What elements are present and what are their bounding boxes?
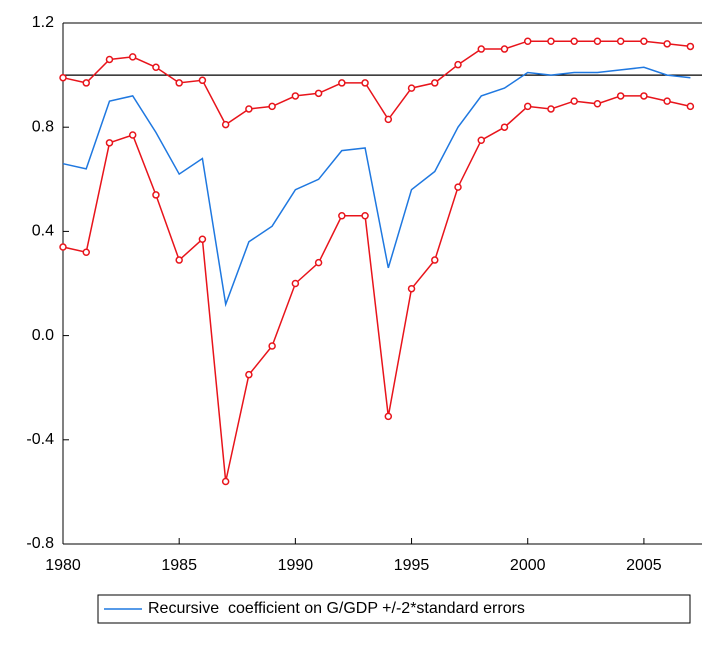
point — [593, 100, 602, 108]
point — [152, 63, 160, 72]
point — [338, 212, 346, 220]
x-tick-label: 2005 — [626, 557, 662, 574]
point — [570, 37, 578, 45]
point — [82, 79, 90, 87]
point — [616, 37, 625, 45]
point — [59, 73, 67, 82]
point — [175, 79, 183, 87]
point — [640, 92, 648, 100]
point — [198, 76, 207, 85]
point — [175, 256, 183, 264]
point — [686, 42, 695, 51]
y-tick-label: -0.4 — [26, 431, 54, 448]
point — [361, 79, 369, 87]
point — [431, 79, 439, 87]
point — [314, 258, 323, 267]
point — [268, 102, 276, 111]
point — [105, 55, 114, 64]
point — [407, 84, 416, 92]
legend-box — [97, 594, 691, 624]
point — [198, 235, 207, 243]
point — [82, 248, 90, 256]
y-tick-label: 0.8 — [32, 118, 54, 135]
series-line — [62, 40, 691, 126]
x-tick-label: 1990 — [278, 557, 314, 574]
point — [291, 279, 300, 288]
point — [128, 131, 137, 139]
point — [105, 139, 114, 147]
point — [477, 136, 486, 144]
point — [640, 37, 648, 45]
point — [663, 97, 671, 105]
point — [454, 183, 462, 191]
point — [547, 37, 555, 45]
point — [128, 53, 137, 61]
point — [268, 342, 276, 350]
point — [500, 123, 509, 131]
x-tick-label: 1985 — [161, 557, 197, 574]
point — [523, 102, 532, 111]
legend-label: Recursive coefficient on G/GDP +/-2*stan… — [148, 600, 525, 617]
point — [384, 412, 393, 421]
y-tick-label: 1.2 — [32, 14, 54, 31]
y-tick-label: 0.4 — [32, 223, 54, 240]
point — [384, 115, 393, 124]
point — [570, 97, 578, 105]
x-tick-label: 2000 — [510, 557, 546, 574]
series-line — [62, 95, 691, 482]
point — [221, 120, 230, 129]
x-tick-label: 1995 — [394, 557, 430, 574]
point — [361, 212, 369, 220]
point — [152, 191, 160, 199]
y-tick-label: -0.8 — [26, 535, 54, 552]
y-tick-label: 0.0 — [32, 327, 54, 344]
point — [523, 37, 532, 45]
point — [431, 256, 439, 264]
point — [221, 477, 230, 486]
series-line — [62, 66, 691, 308]
point — [291, 92, 300, 100]
point — [338, 79, 346, 87]
point — [663, 40, 671, 48]
point — [593, 37, 602, 45]
point — [59, 243, 67, 251]
point — [616, 92, 625, 100]
x-tick-label: 1980 — [45, 557, 81, 574]
point — [454, 60, 462, 69]
point — [407, 284, 416, 293]
point — [245, 105, 253, 113]
point — [314, 89, 323, 98]
point — [500, 45, 509, 53]
point — [686, 102, 695, 111]
point — [245, 370, 253, 379]
point — [477, 45, 486, 53]
point — [547, 105, 555, 113]
